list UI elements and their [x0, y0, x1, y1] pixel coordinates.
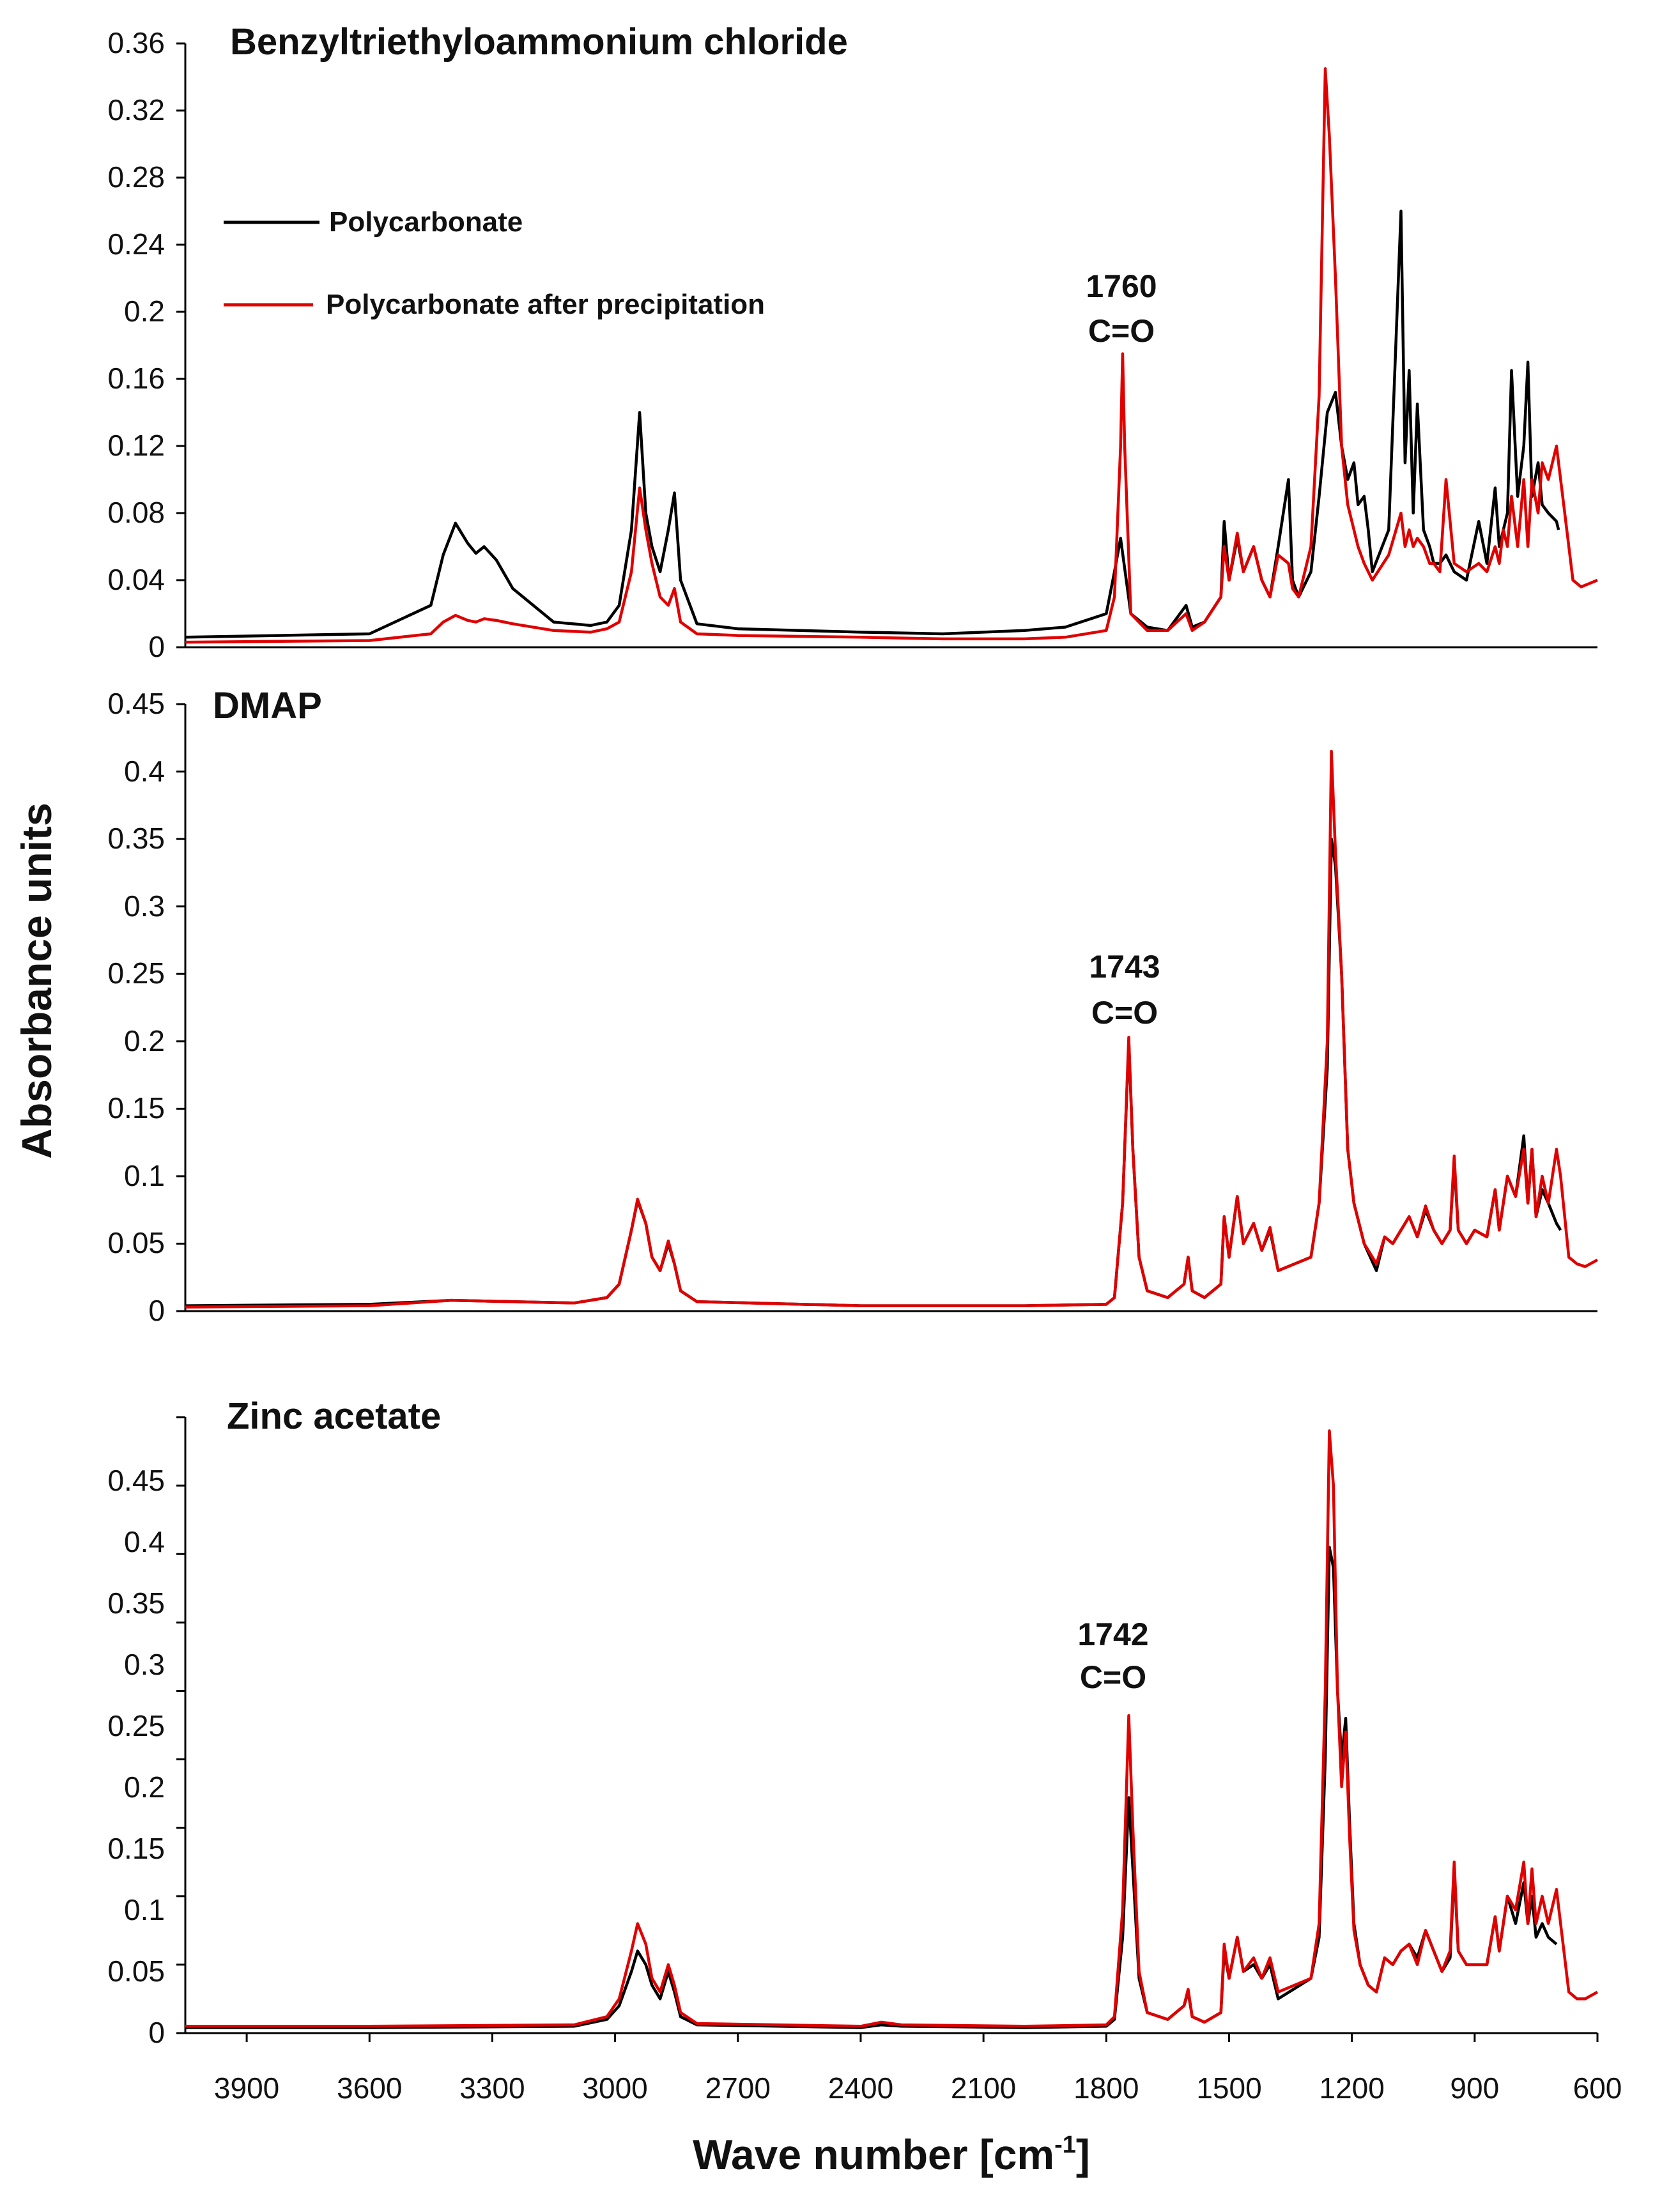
y-tick-label: 0.2	[124, 1770, 165, 1804]
y-tick-label: 0.24	[107, 227, 165, 261]
y-tick-label: 0.3	[124, 889, 165, 923]
y-tick-label: 0.1	[124, 1893, 165, 1926]
y-tick-label: 0.04	[107, 563, 165, 596]
y-tick-label: 0.2	[124, 295, 165, 328]
x-tick-label: 3000	[582, 2071, 647, 2105]
y-tick-label: 0.2	[124, 1024, 165, 1057]
x-tick-label: 2700	[705, 2071, 771, 2105]
y-tick-label: 0.25	[107, 956, 165, 990]
y-tick-label: 0.4	[124, 755, 165, 788]
y-tick-label: 0.05	[107, 1955, 165, 1988]
x-tick-label: 3900	[214, 2071, 279, 2105]
x-tick-label: 900	[1450, 2071, 1499, 2105]
panel-1-y-ticks: 0 0.04 0.08 0.12 0.16 0.2 0.24 0.28 0.32…	[107, 26, 165, 663]
legend-label-polycarbonate: Polycarbonate	[329, 206, 523, 238]
panel-3-title: Zinc acetate	[227, 1395, 441, 1437]
y-tick-label: 0.35	[107, 822, 165, 855]
x-tick-label: 1800	[1073, 2071, 1139, 2105]
panel-3-y-ticks: 0 0.05 0.1 0.15 0.2 0.25 0.3 0.35 0.4 0.…	[107, 1464, 165, 2049]
x-tick-labels: 3900 3600 3300 3000 2700 2400 2100 1800 …	[214, 2071, 1622, 2105]
x-tick-label: 3600	[337, 2071, 402, 2105]
y-tick-label: 0.08	[107, 496, 165, 529]
y-tick-label: 0.15	[107, 1091, 165, 1125]
y-tick-label: 0.4	[124, 1525, 165, 1558]
series-line-polycarbonate-after-precipitation	[185, 1429, 1599, 2028]
y-tick-label: 0.16	[107, 362, 165, 395]
x-tick-label: 3300	[459, 2071, 525, 2105]
y-tick-label: 0.3	[124, 1648, 165, 1681]
y-tick-label: 0.25	[107, 1709, 165, 1742]
y-tick-label: 0.35	[107, 1586, 165, 1620]
series-line-polycarbonate-after-precipitation	[185, 67, 1598, 644]
panel-1-peak-wavenumber: 1760	[1086, 268, 1157, 304]
panel-1-peak-label: C=O	[1088, 313, 1155, 349]
y-tick-label: 0.32	[107, 93, 165, 127]
x-tick-label: 1500	[1196, 2071, 1261, 2105]
plot-layer	[176, 42, 1599, 2042]
x-tick-label: 1200	[1320, 2071, 1385, 2105]
y-tick-label: 0	[148, 1294, 165, 1327]
legend-label-after-precipitation: Polycarbonate after precipitation	[326, 289, 765, 320]
y-axis-title: Absorbance units	[13, 803, 60, 1158]
panel-2-title: DMAP	[213, 685, 322, 726]
x-tick-label: 2400	[828, 2071, 893, 2105]
y-tick-label: 0.45	[107, 687, 165, 720]
x-axis-title-superscript: -1	[1054, 2131, 1076, 2158]
x-tick-label: 600	[1573, 2071, 1622, 2105]
legend: Polycarbonate Polycarbonate after precip…	[224, 206, 765, 320]
x-tick-label: 2100	[951, 2071, 1016, 2105]
panel-2-peak-label: C=O	[1091, 995, 1158, 1031]
y-tick-label: 0	[148, 2016, 165, 2049]
panel-benzyltriethyloammonium: 0 0.04 0.08 0.12 0.16 0.2 0.24 0.28 0.32…	[107, 21, 1157, 663]
panel-1-title: Benzyltriethyloammonium chloride	[230, 21, 848, 63]
y-tick-label: 0.1	[124, 1159, 165, 1192]
panel-dmap: 0 0.05 0.1 0.15 0.2 0.25 0.3 0.35 0.4 0.…	[107, 685, 1160, 1327]
y-tick-label: 0.15	[107, 1832, 165, 1865]
y-tick-label: 0.12	[107, 429, 165, 462]
panel-zinc-acetate: 0 0.05 0.1 0.15 0.2 0.25 0.3 0.35 0.4 0.…	[107, 1395, 1148, 2049]
x-axis-title-text: Wave number [cm	[693, 2131, 1054, 2178]
panel-3-peak-label: C=O	[1080, 1659, 1146, 1695]
x-axis-title: Wave number [cm-1]	[693, 2131, 1090, 2178]
panel-3-peak-wavenumber: 1742	[1077, 1617, 1148, 1652]
y-tick-label: 0.45	[107, 1464, 165, 1497]
y-tick-label: 0.05	[107, 1226, 165, 1259]
series-line-polycarbonate-after-precipitation	[185, 749, 1599, 1309]
panel-2-peak-wavenumber: 1743	[1089, 949, 1160, 985]
y-tick-label: 0.36	[107, 26, 165, 59]
x-axis-title-suffix: ]	[1076, 2131, 1090, 2178]
y-tick-label: 0.28	[107, 160, 165, 194]
panel-2-y-ticks: 0 0.05 0.1 0.15 0.2 0.25 0.3 0.35 0.4 0.…	[107, 687, 165, 1327]
y-tick-label: 0	[148, 630, 165, 663]
